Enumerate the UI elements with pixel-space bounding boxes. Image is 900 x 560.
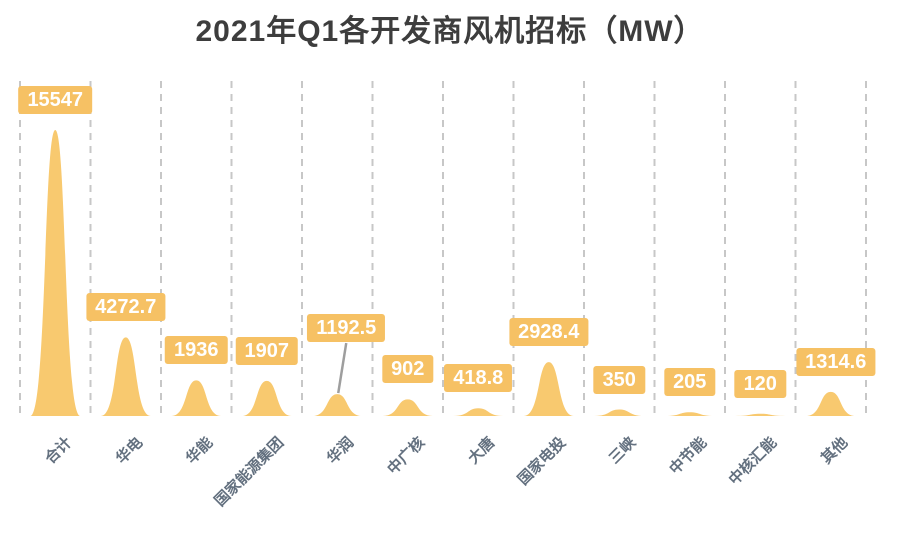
value-label: 902 (382, 355, 434, 384)
chart-title: 2021年Q1各开发商风机招标（MW） (195, 15, 705, 48)
peak-shape (241, 380, 292, 416)
value-label: 2928.4 (509, 318, 589, 347)
peak-shape (382, 399, 433, 416)
peak-shape (664, 412, 715, 416)
peak-shape (523, 362, 574, 416)
value-label: 205 (664, 368, 716, 397)
value-label: 4272.7 (86, 293, 166, 322)
peak-shape (735, 413, 786, 416)
peak-shape (171, 380, 222, 416)
value-label: 418.8 (444, 364, 513, 393)
value-label: 1907 (235, 336, 298, 365)
value-label: 350 (593, 365, 645, 394)
peak-shape (805, 391, 856, 416)
value-label: 1314.6 (796, 347, 876, 376)
value-label: 120 (734, 369, 786, 398)
peak-shape (594, 409, 645, 416)
value-label: 1936 (165, 336, 228, 365)
peak-shape (453, 408, 504, 416)
value-label: 15547 (18, 86, 93, 114)
peak-shape (312, 394, 363, 416)
peak-shape (30, 130, 81, 416)
label-connector-line (337, 342, 348, 394)
peak-shape (100, 337, 151, 416)
value-label: 1192.5 (307, 314, 386, 343)
